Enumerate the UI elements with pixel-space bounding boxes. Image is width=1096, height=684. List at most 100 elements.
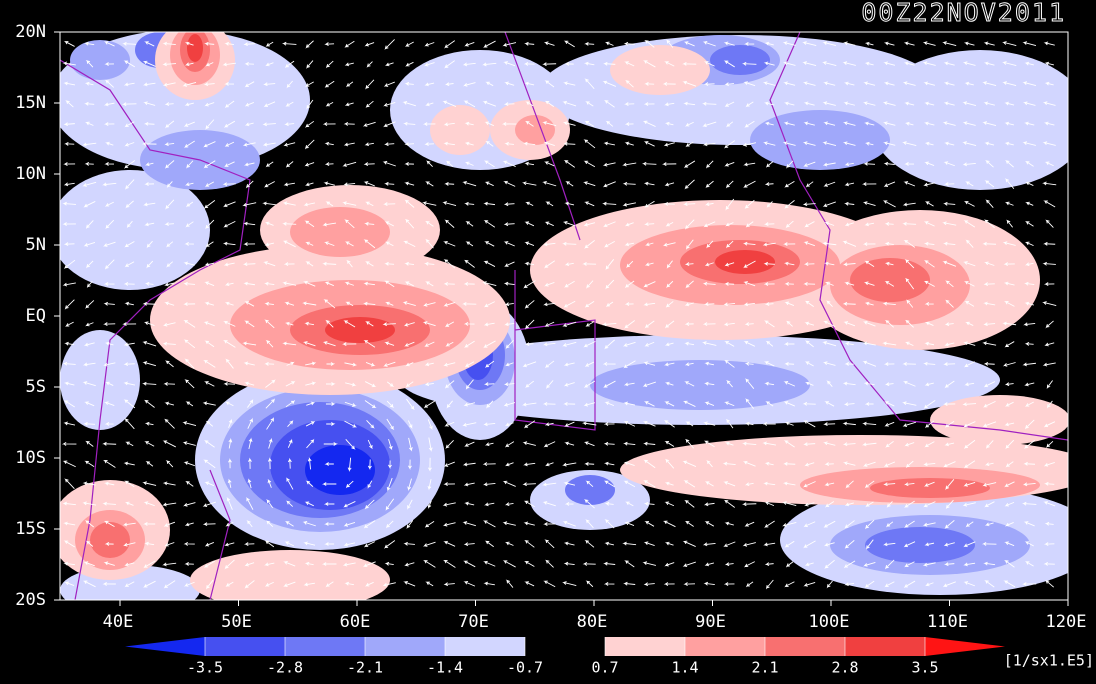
wind-arrow (1024, 161, 1034, 167)
wind-arrow (644, 262, 654, 267)
wind-arrow (267, 478, 272, 488)
wind-arrow (124, 480, 135, 488)
wind-arrow (286, 361, 295, 366)
colorbar-label: 0.7 (591, 659, 618, 677)
wind-arrow (144, 421, 154, 426)
wind-arrow (224, 401, 234, 407)
wind-arrow (644, 81, 655, 86)
wind-arrow (882, 301, 896, 306)
wind-arrow (185, 182, 194, 187)
wind-arrow (624, 102, 635, 106)
wind-arrow (502, 521, 516, 526)
wind-arrow (244, 102, 255, 107)
wind-arrow (322, 482, 337, 486)
wind-arrow (482, 62, 497, 67)
wind-arrow (644, 200, 655, 208)
wind-arrow (265, 62, 274, 67)
wind-arrow (524, 261, 535, 266)
wind-arrow (283, 581, 296, 587)
wind-arrow (924, 481, 935, 487)
wind-arrow (125, 179, 135, 190)
wind-arrow (82, 181, 97, 187)
wind-arrow (1043, 561, 1055, 566)
wind-arrow (1024, 541, 1034, 547)
wind-arrow (205, 241, 214, 248)
wind-arrow (1004, 481, 1015, 488)
wind-arrow (882, 200, 896, 208)
wind-arrow (162, 341, 176, 346)
wind-arrow (883, 461, 896, 468)
wind-arrow (742, 142, 757, 147)
wind-arrow (362, 121, 376, 127)
wind-arrow (404, 142, 415, 147)
wind-arrow (784, 281, 794, 286)
wind-arrow (542, 482, 557, 487)
wind-arrow (284, 301, 295, 306)
wind-arrow (785, 561, 794, 568)
wind-arrow (886, 501, 893, 509)
wind-arrow (364, 400, 377, 409)
wind-arrow (443, 559, 456, 568)
wind-arrow (983, 41, 995, 46)
wind-arrow (125, 200, 134, 209)
wind-arrow (884, 401, 895, 407)
wind-arrow (741, 61, 757, 66)
wind-arrow (464, 141, 474, 146)
wind-arrow (724, 359, 735, 368)
wind-arrow (444, 219, 455, 228)
wind-arrow (944, 342, 955, 347)
wind-arrow (724, 562, 734, 567)
wind-arrow (366, 420, 375, 429)
wind-arrow (723, 481, 736, 487)
wind-arrow (324, 542, 335, 546)
wind-arrow (524, 81, 535, 86)
wind-arrow (183, 261, 196, 266)
wind-arrow (483, 422, 496, 427)
wind-arrow (85, 540, 94, 547)
wind-arrow (743, 340, 756, 347)
wind-arrow (144, 222, 155, 227)
wind-arrow (204, 262, 215, 267)
wind-arrow (562, 520, 576, 527)
wind-arrow (164, 282, 175, 287)
colorbar-arrow (925, 637, 1005, 656)
wind-arrow (643, 480, 656, 488)
wind-arrow (262, 142, 276, 147)
wind-arrow (143, 82, 156, 87)
wind-arrow (184, 581, 195, 587)
wind-arrow (82, 142, 97, 147)
wind-arrow (63, 122, 75, 127)
wind-arrow (126, 220, 133, 229)
wind-arrow (604, 501, 614, 506)
wind-arrow (124, 301, 134, 306)
colorbar-box (445, 637, 525, 656)
wind-arrow (104, 79, 115, 88)
wind-arrow (864, 41, 874, 46)
wind-arrow (1046, 440, 1054, 449)
wind-arrow (442, 201, 457, 207)
wind-arrow (764, 381, 775, 386)
wind-arrow (983, 219, 995, 229)
wind-arrow (842, 442, 856, 447)
wind-arrow (124, 562, 135, 567)
colorbar-box (605, 637, 685, 656)
wind-arrow (305, 261, 314, 267)
wind-arrow (823, 441, 836, 446)
wind-arrow (765, 401, 774, 407)
wind-arrow (343, 142, 355, 147)
wind-arrow (783, 342, 795, 346)
wind-arrow (444, 82, 454, 87)
wind-arrow (963, 581, 976, 587)
lon-label: 80E (577, 612, 608, 632)
wind-arrow (904, 162, 915, 166)
wind-arrow (864, 480, 875, 489)
wind-arrow (843, 321, 856, 327)
wind-arrow (484, 181, 494, 187)
wind-arrow (844, 222, 854, 227)
wind-arrow (523, 420, 536, 429)
lat-label: 20N (15, 22, 46, 42)
wind-arrow (863, 161, 876, 166)
wind-arrow (482, 462, 496, 467)
wind-arrow (204, 381, 215, 387)
wind-arrow (284, 122, 295, 127)
